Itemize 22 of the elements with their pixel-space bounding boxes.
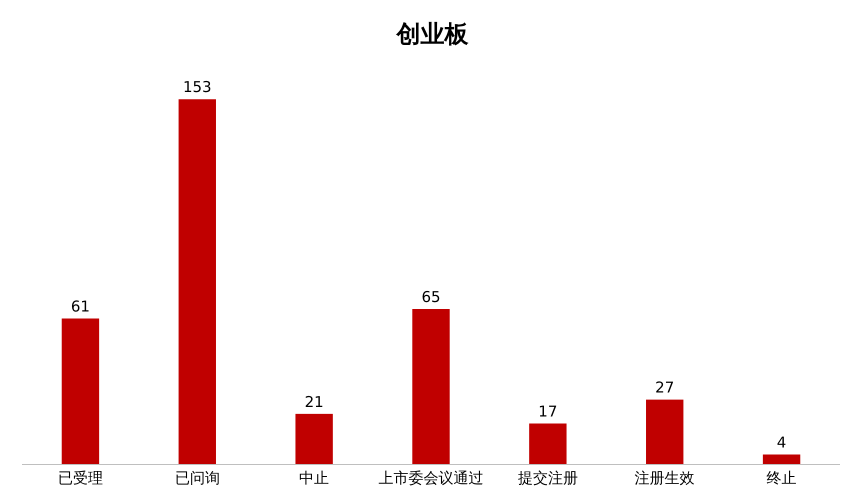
x-tick-label: 中止 — [299, 469, 330, 487]
x-tick-label: 上市委会议通过 — [378, 469, 484, 487]
bar — [295, 414, 333, 464]
x-tick-label: 注册生效 — [634, 469, 695, 487]
data-label: 21 — [304, 392, 324, 411]
data-label: 153 — [182, 78, 212, 96]
data-label: 4 — [776, 433, 786, 452]
bar — [529, 423, 567, 464]
bar — [178, 99, 216, 464]
x-tick-label: 已问询 — [174, 469, 220, 487]
bar — [62, 318, 100, 464]
bar — [762, 454, 800, 464]
data-label: 17 — [538, 402, 558, 420]
data-label: 27 — [655, 378, 674, 397]
chart-title: 创业板 — [396, 20, 470, 48]
bar — [646, 400, 684, 464]
data-label: 61 — [70, 298, 90, 316]
x-tick-label: 终止 — [766, 469, 797, 487]
x-tick-label: 已受理 — [58, 469, 103, 487]
x-tick-label: 提交注册 — [518, 469, 578, 487]
data-label: 65 — [421, 288, 441, 306]
bar — [412, 309, 450, 464]
